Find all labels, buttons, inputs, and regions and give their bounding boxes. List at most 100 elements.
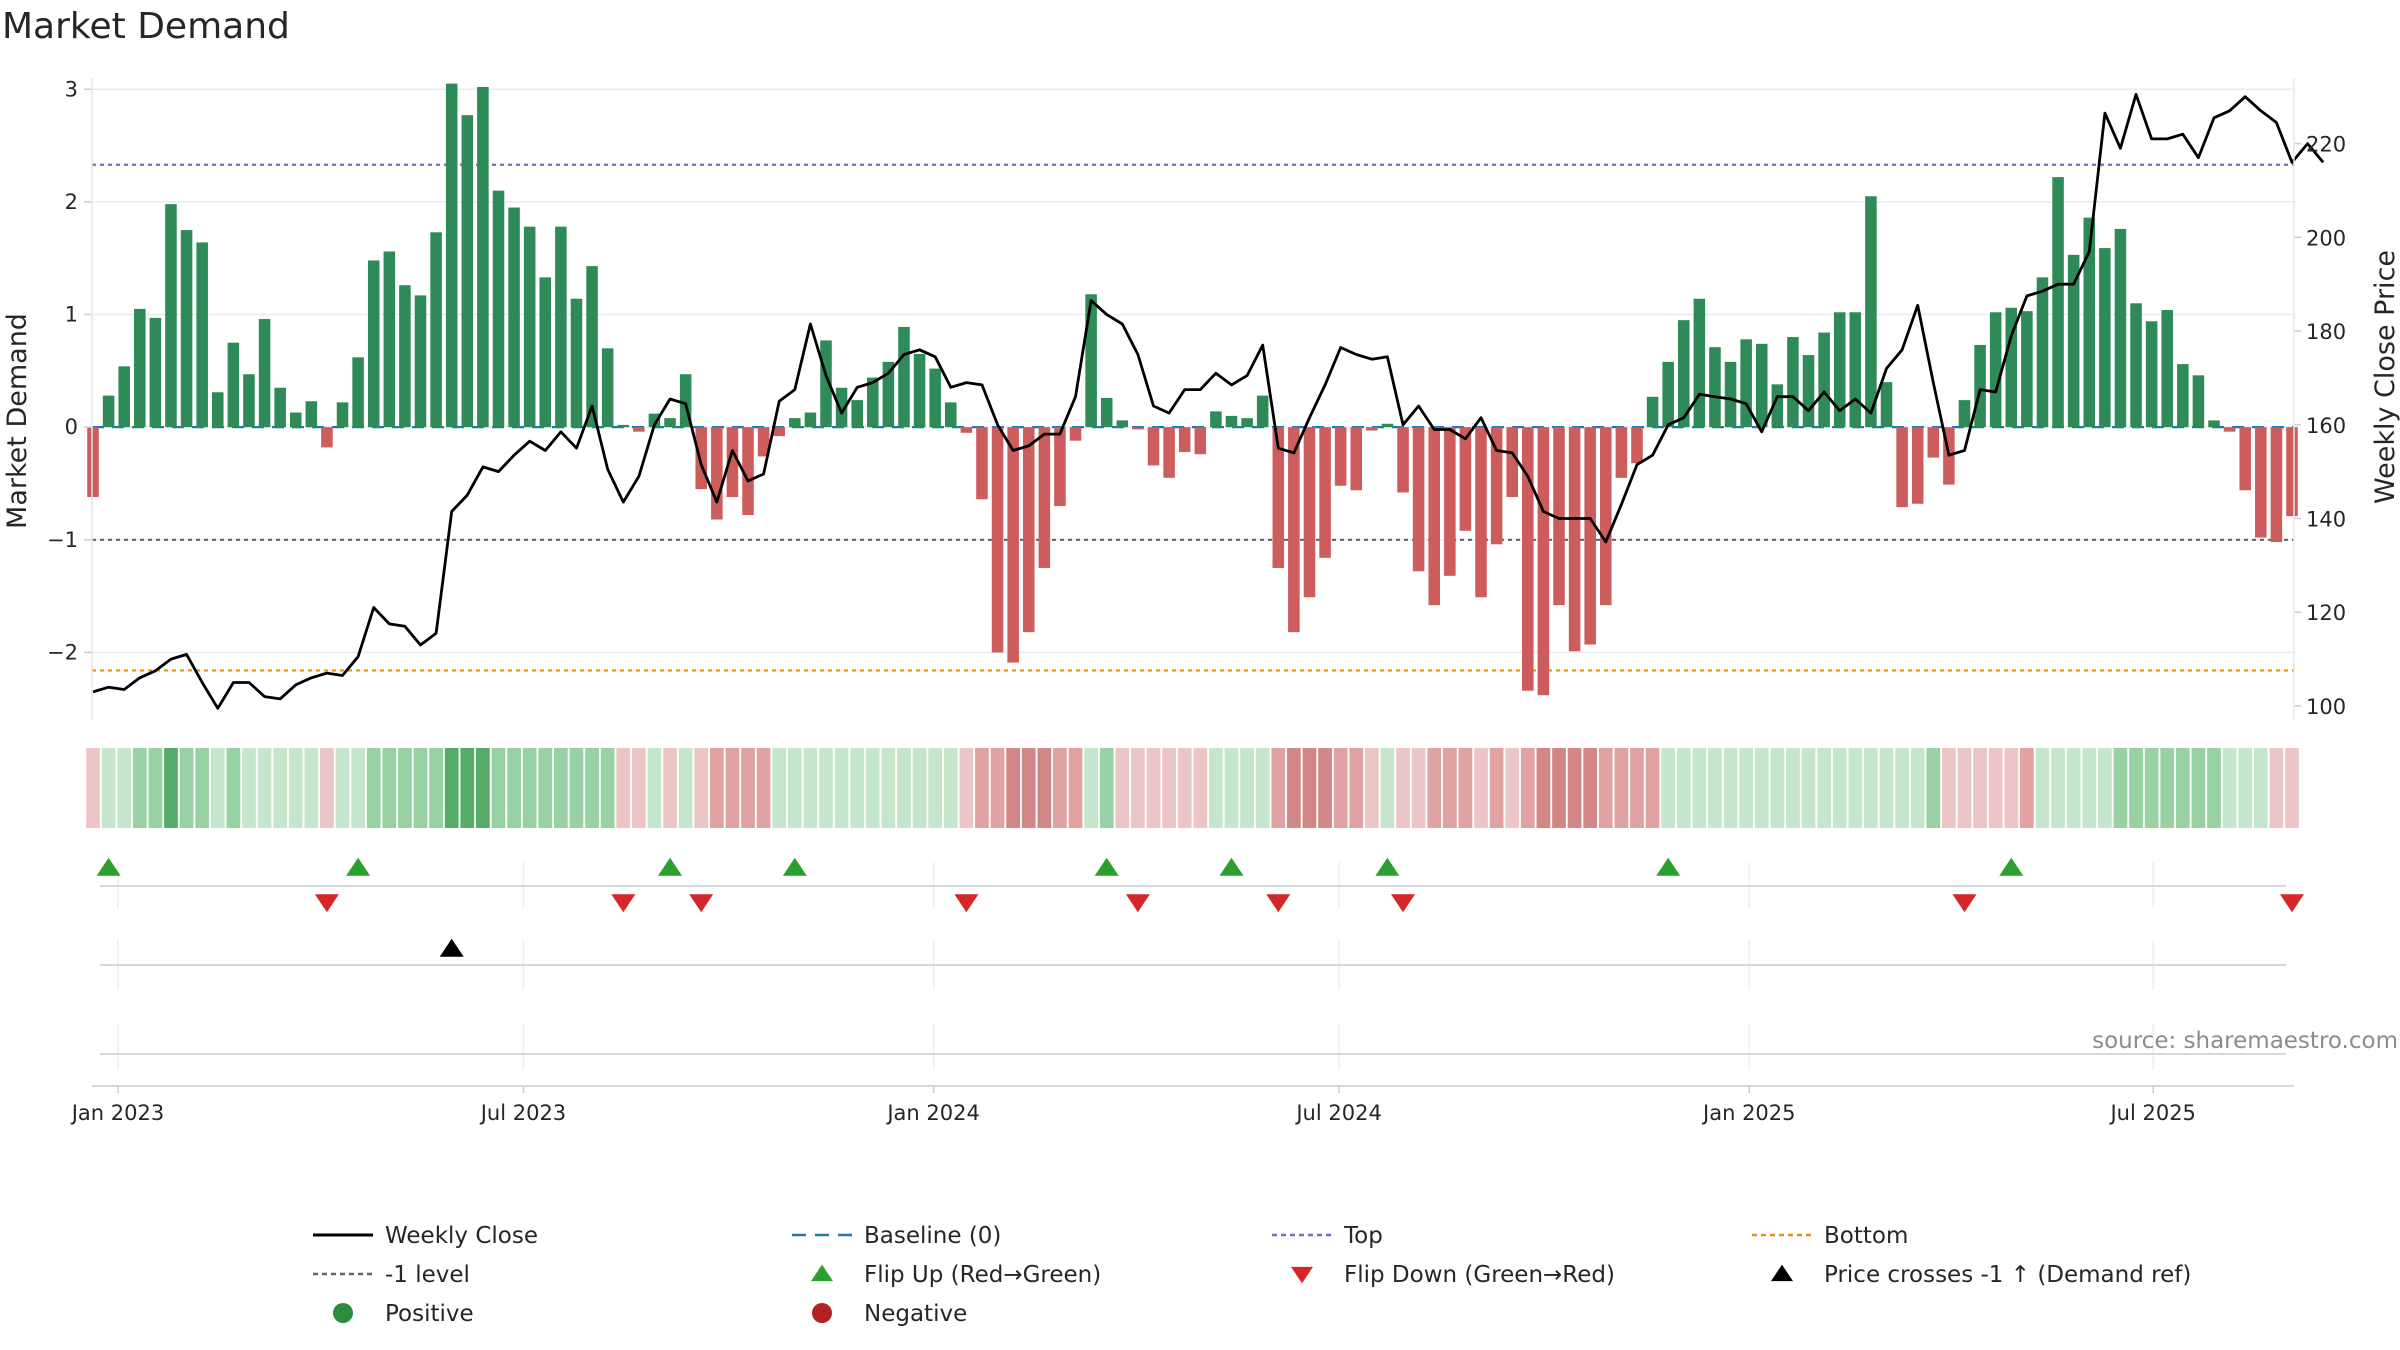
flip-down-marker	[611, 894, 636, 913]
strip-cell	[1614, 748, 1629, 828]
demand-bar-positive	[1880, 382, 1893, 428]
legend-label: Flip Down (Green→Red)	[1344, 1262, 1615, 1288]
demand-bar-negative	[711, 427, 723, 520]
demand-bar-positive	[149, 317, 162, 428]
y-tick-label-right: 200	[2306, 226, 2346, 250]
demand-bar-positive	[211, 392, 224, 428]
strip-cell	[1567, 748, 1582, 828]
demand-bar-positive	[165, 204, 177, 428]
strip-cell	[413, 748, 428, 828]
strip-cell	[1739, 748, 1754, 828]
strip-cell	[694, 748, 709, 828]
demand-bar-positive	[1085, 294, 1097, 428]
strip-cell	[819, 748, 833, 828]
legend-label: Baseline (0)	[864, 1223, 1001, 1249]
demand-bar-negative	[976, 427, 988, 500]
demand-bar-positive	[2161, 310, 2174, 428]
demand-bar-positive	[1958, 400, 1971, 428]
strip-cell	[2035, 748, 2050, 828]
strip-cell	[1692, 748, 1707, 828]
demand-bar-positive	[102, 395, 115, 428]
demand-bar-negative	[1272, 427, 1285, 568]
demand-bar-negative	[1366, 427, 1378, 431]
demand-bar-positive	[664, 418, 676, 428]
strip-cell	[1598, 748, 1613, 828]
strip-cell	[476, 748, 490, 828]
strip-cell	[912, 748, 927, 828]
legend-label: -1 level	[385, 1262, 470, 1288]
demand-bar-positive	[1225, 415, 1238, 428]
demand-bar-positive	[2005, 307, 2018, 428]
demand-bar-positive	[679, 374, 692, 428]
strip-cell	[631, 748, 646, 828]
demand-bar-positive	[1693, 298, 1706, 428]
strip-cell	[2129, 748, 2143, 828]
strip-cell	[1957, 748, 1972, 828]
x-tick-label: Jan 2023	[70, 1101, 165, 1125]
demand-bar-positive	[258, 319, 271, 428]
demand-bar-negative	[1132, 427, 1144, 430]
strip-cell	[1146, 748, 1161, 828]
strip-cell	[1209, 748, 1223, 828]
strip-cell	[803, 748, 818, 828]
strip-cell	[2082, 748, 2097, 828]
demand-bar-positive	[1865, 196, 1877, 428]
strip-cell	[1474, 748, 1488, 828]
demand-bar-positive	[196, 242, 208, 428]
demand-bar-positive	[430, 232, 442, 428]
strip-cell	[756, 748, 771, 828]
strip-cell	[772, 748, 787, 828]
demand-bar-negative	[1194, 427, 1207, 455]
legend-label: Positive	[385, 1301, 474, 1327]
flip-up-marker	[1375, 857, 1400, 876]
strip-cell	[1193, 748, 1208, 828]
strip-cell	[1006, 748, 1021, 828]
strip-cell	[1084, 748, 1098, 828]
demand-bar-negative	[1490, 427, 1503, 545]
demand-bar-negative	[1412, 427, 1425, 572]
strip-cell	[1131, 748, 1145, 828]
strip-cell	[1333, 748, 1348, 828]
strip-cell	[1302, 748, 1317, 828]
strip-cell	[2269, 748, 2284, 828]
strip-cell	[101, 748, 116, 828]
strip-cell	[242, 748, 256, 828]
strip-cell	[1583, 748, 1598, 828]
demand-bar-positive	[383, 251, 396, 428]
strip-cell	[538, 748, 553, 828]
strip-cell	[398, 748, 412, 828]
y-tick-label-right: 180	[2306, 320, 2346, 344]
y-axis-left-title: Market Demand	[2, 313, 33, 529]
demand-bar-positive	[2130, 303, 2142, 428]
strip-cell	[1458, 748, 1473, 828]
demand-bar-positive	[1381, 423, 1394, 428]
strip-cell	[554, 748, 568, 828]
demand-bar-positive	[1646, 396, 1659, 428]
demand-bar-positive	[2208, 420, 2220, 428]
strip-cell	[1489, 748, 1504, 828]
strip-cell	[1988, 748, 2003, 828]
demand-bar-positive	[648, 413, 661, 428]
demand-bar-negative	[1163, 427, 1175, 478]
y-tick-label-left: −2	[47, 640, 78, 664]
demand-bar-negative	[1522, 427, 1534, 691]
legend-label: Flip Up (Red→Green)	[864, 1262, 1101, 1288]
demand-bar-positive	[913, 353, 926, 428]
strip-cell	[2191, 748, 2206, 828]
demand-bar-positive	[2192, 375, 2205, 428]
demand-bar-positive	[477, 87, 489, 428]
demand-bar-negative	[2286, 427, 2298, 517]
demand-bar-negative	[1568, 427, 1581, 652]
demand-bar-negative	[1054, 427, 1066, 506]
demand-bar-positive	[414, 295, 427, 428]
demand-bar-negative	[960, 427, 973, 433]
strip-cell	[1910, 748, 1925, 828]
y-tick-label-left: 0	[65, 415, 78, 439]
strip-cell	[210, 748, 225, 828]
x-tick-label: Jan 2024	[885, 1101, 980, 1125]
strip-cell	[1442, 748, 1457, 828]
y-tick-label-left: 2	[65, 190, 78, 214]
demand-bar-positive	[789, 418, 801, 428]
strip-cell	[86, 748, 100, 828]
